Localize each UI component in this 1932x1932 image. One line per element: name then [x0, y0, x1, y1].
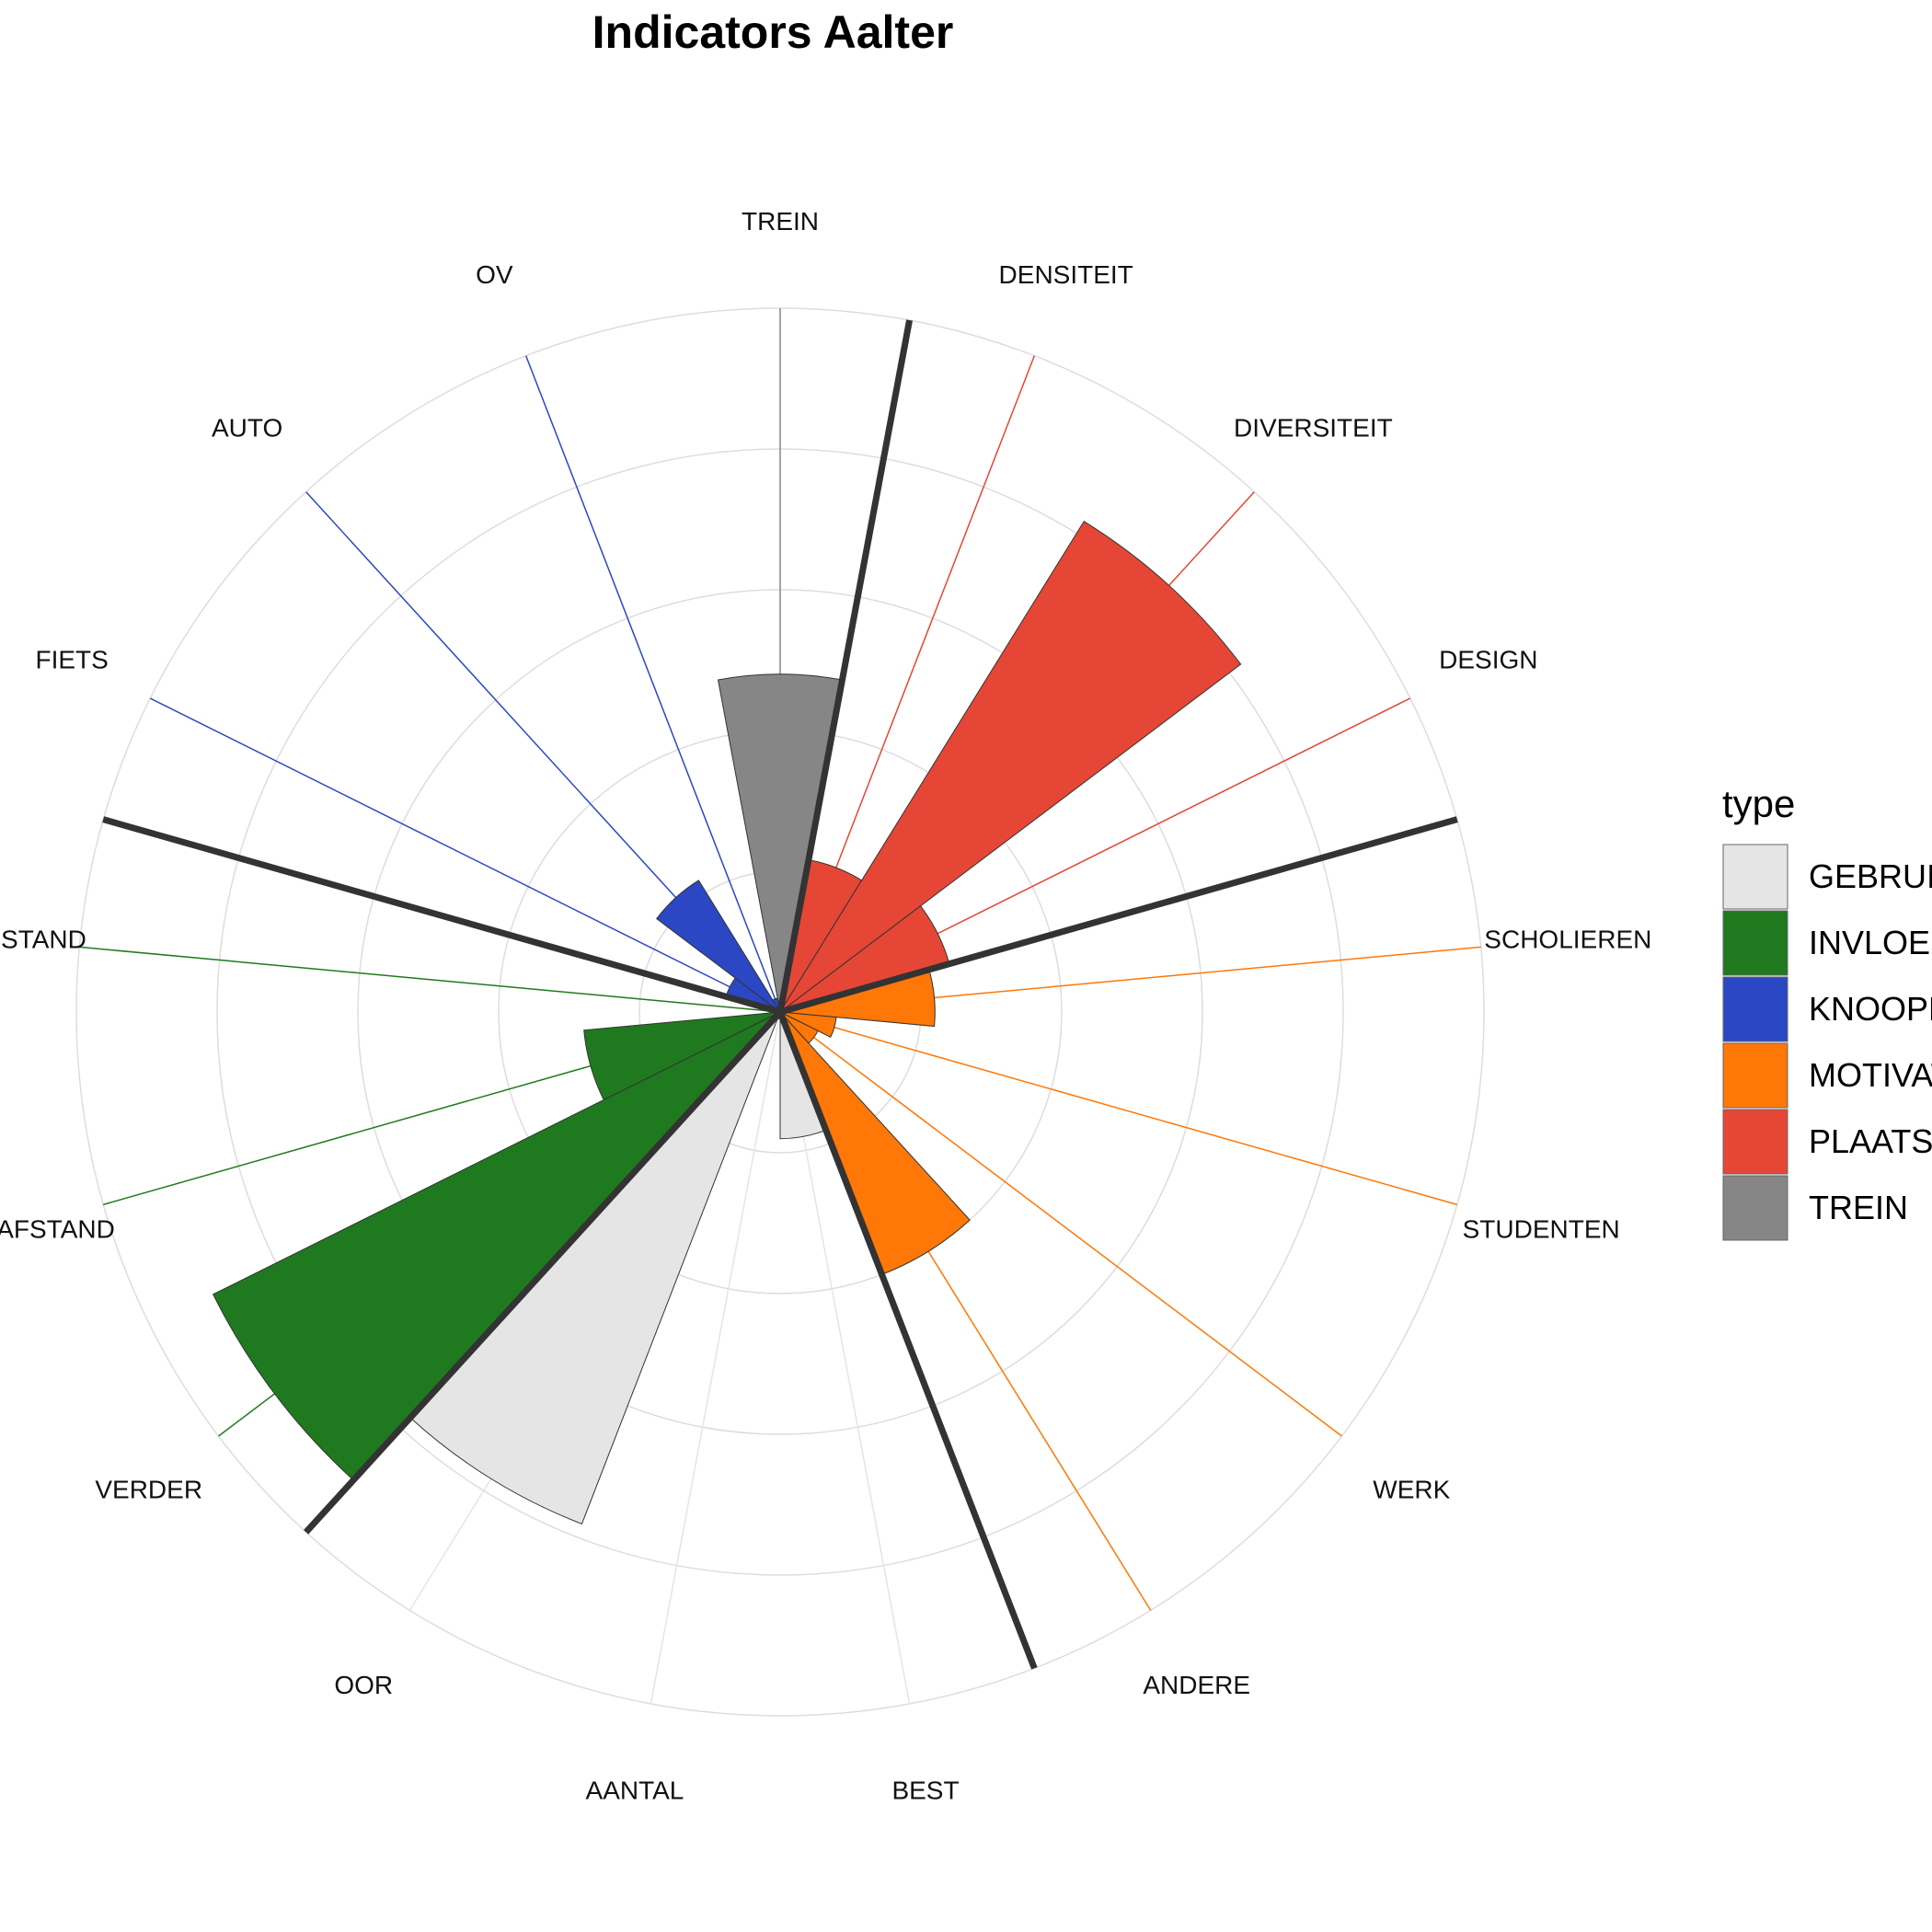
legend-title: type	[1722, 782, 1795, 825]
legend-swatch	[1722, 976, 1788, 1042]
legend-label: GEBRUIK	[1809, 857, 1932, 895]
category-label: DESIGN	[1439, 646, 1537, 674]
group-divider	[779, 816, 1458, 1016]
spoke-line	[79, 946, 781, 1013]
spoke-line	[650, 1011, 781, 1705]
legend-swatch	[1722, 1109, 1788, 1175]
category-label: ANDERE	[1143, 1671, 1250, 1699]
group-divider	[304, 1009, 783, 1535]
spoke-line	[779, 1011, 1458, 1206]
category-label: AANTAL	[586, 1776, 684, 1804]
legend-label: TREIN	[1809, 1189, 1908, 1226]
category-label: STUDENTEN	[1463, 1214, 1620, 1243]
category-labels: TREIN DENSITEIT DIVERSITEIT DESIGN SCHOLIERE…	[0, 207, 1651, 1804]
legend-label: KNOOPPUNT	[1809, 990, 1932, 1028]
legend-swatch	[1722, 1175, 1788, 1241]
category-label: VERDER	[95, 1475, 202, 1503]
bar-andere	[779, 1011, 971, 1275]
category-label: TREIN	[742, 207, 819, 236]
category-label: DIVERSITEIT	[1234, 413, 1393, 442]
legend-swatch	[1722, 910, 1788, 976]
category-label: DENSITEIT	[999, 260, 1133, 289]
bar-auto	[655, 880, 781, 1013]
bar-diversiteit	[779, 520, 1242, 1013]
category-label: OOR	[334, 1671, 393, 1699]
category-label: WERK	[1373, 1475, 1450, 1503]
group-divider	[776, 1010, 1038, 1670]
category-label: AUTO	[212, 413, 282, 442]
group-divider	[102, 816, 781, 1016]
bar-studenten	[779, 1011, 837, 1038]
group-divider	[776, 319, 914, 1013]
bars	[213, 520, 1242, 1525]
legend-swatch	[1722, 1042, 1788, 1109]
legend-label: INVLOEDSGEBIED	[1809, 924, 1932, 961]
legend-label: MOTIVATIE	[1809, 1056, 1932, 1094]
legend-swatch	[1722, 844, 1788, 910]
bar-oor	[409, 1011, 781, 1525]
category-label: FIETS	[35, 646, 108, 674]
category-label: FIETSAFSTAND	[0, 1214, 115, 1243]
bar-fietsafstand	[583, 1011, 781, 1101]
category-label: SCHOLIEREN	[1484, 926, 1651, 954]
legend-label: PLAATSWAARDE	[1809, 1122, 1932, 1160]
legend-items: GEBRUIK INVLOEDSGEBIED KNOOPPUNT MOTIVATIE P…	[1722, 844, 1932, 1241]
chart-title: Indicators Aalter	[592, 6, 954, 58]
legend: type GEBRUIK INVLOEDSGEBIED KNOOPPUNT MOTIV…	[1722, 782, 1932, 1241]
category-label: BEST	[891, 1776, 959, 1804]
group-dividers	[102, 319, 1458, 1670]
spoke-line	[149, 697, 781, 1013]
spoke-line	[779, 1011, 1342, 1437]
spoke-line	[524, 355, 781, 1013]
category-label: LOOPAFSTAND	[0, 926, 86, 954]
bar-verder	[213, 1011, 781, 1481]
category-label: OV	[476, 260, 513, 289]
